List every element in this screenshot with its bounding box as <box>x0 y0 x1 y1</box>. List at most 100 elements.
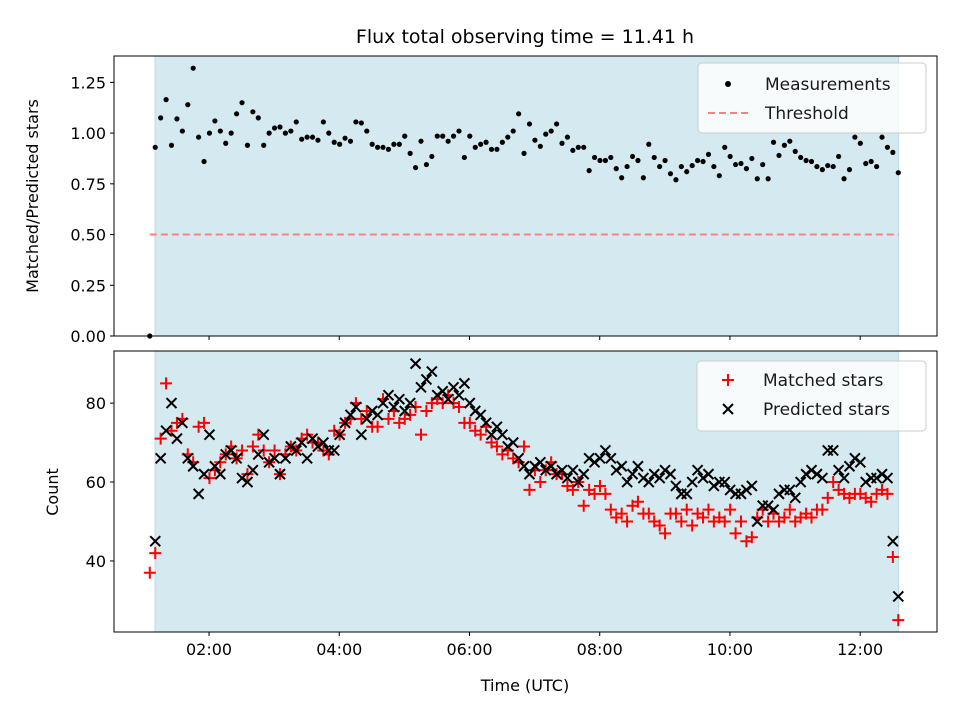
predicted-star-point <box>599 444 612 457</box>
measurement-point <box>483 139 489 145</box>
measurement-point <box>174 116 180 122</box>
top-legend-box <box>697 62 927 134</box>
matched-star-point <box>686 519 699 532</box>
measurement-point <box>884 144 891 150</box>
predicted-star-point <box>295 436 308 449</box>
matched-star-point <box>702 503 715 516</box>
measurement-point <box>586 168 592 174</box>
predicted-star-point <box>556 464 568 476</box>
predicted-star-point <box>274 468 286 480</box>
x-axis-label: Time (UTC) <box>480 676 569 695</box>
predicted-star-point <box>708 480 720 492</box>
predicted-star-point <box>165 397 178 409</box>
matched-star-point <box>718 515 731 528</box>
predicted-star-point <box>149 535 161 547</box>
measurement-point <box>803 157 809 164</box>
measurement-point <box>434 133 440 139</box>
predicted-star-point <box>458 377 471 390</box>
predicted-star-point <box>301 452 313 465</box>
measurement-point <box>629 153 636 160</box>
matched-star-point <box>246 440 259 453</box>
measurement-point <box>299 136 305 142</box>
predicted-star-point <box>794 476 807 488</box>
legend-marker-predicted <box>722 403 734 415</box>
measurement-point <box>570 147 576 153</box>
measurement-point <box>619 175 625 181</box>
measurement-point <box>537 143 543 149</box>
measurement-point <box>830 163 836 170</box>
predicted-star-point <box>588 456 601 469</box>
predicted-star-point <box>187 460 199 472</box>
predicted-star-point <box>686 476 698 488</box>
predicted-star-point <box>659 464 671 476</box>
measurement-point <box>217 128 223 134</box>
predicted-star-point <box>512 452 525 465</box>
predicted-star-point <box>154 452 167 465</box>
measurement-point <box>722 144 728 150</box>
matched-star-point <box>566 483 579 496</box>
top-y-axis-label: Matched/Predicted stars <box>23 99 42 293</box>
y-tick-label: 0.00 <box>70 327 106 346</box>
matched-star-point <box>827 476 840 489</box>
legend-marker-matched <box>722 374 734 386</box>
predicted-star-point <box>176 417 189 429</box>
predicted-star-point <box>892 590 904 603</box>
measurement-point <box>402 133 408 139</box>
measurement-point <box>700 158 706 165</box>
measurement-point <box>738 160 744 167</box>
predicted-star-point <box>691 464 704 476</box>
measurement-point <box>315 137 321 143</box>
measurement-point <box>228 130 234 136</box>
measurement-point <box>727 153 733 160</box>
measurement-point <box>385 146 392 152</box>
matched-star-point <box>414 428 427 441</box>
measurement-point <box>467 133 473 139</box>
matched-star-point <box>745 531 758 544</box>
predicted-star-point <box>751 515 763 528</box>
predicted-star-point <box>464 397 476 409</box>
predicted-star-point <box>594 452 606 465</box>
y-tick-label: 60 <box>86 473 106 492</box>
measurement-point <box>488 146 495 152</box>
legend-label-threshold: Threshold <box>764 104 849 124</box>
predicted-star-point <box>431 389 443 401</box>
predicted-star-point <box>399 405 411 417</box>
measurement-point <box>749 155 755 162</box>
predicted-star-point <box>773 488 785 500</box>
measurement-point <box>553 121 560 127</box>
measurement-point <box>857 140 863 146</box>
predicted-star-point <box>583 452 595 465</box>
measurement-point <box>695 157 701 164</box>
measurement-point <box>863 160 869 167</box>
predicted-star-point <box>653 472 666 484</box>
predicted-star-point <box>507 436 519 449</box>
matched-star-point <box>257 444 270 457</box>
predicted-star-point <box>236 472 248 484</box>
predicted-star-point <box>827 444 839 457</box>
legend-marker-measurements <box>725 81 731 87</box>
measurement-point <box>608 154 614 161</box>
matched-star-point <box>821 491 834 504</box>
matched-star-point <box>241 468 254 481</box>
predicted-star-point <box>491 421 503 433</box>
measurement-point <box>163 97 169 103</box>
measurement-point <box>532 137 538 143</box>
matched-star-point <box>463 416 476 429</box>
legend-label-measurements: Measurements <box>765 75 891 95</box>
predicted-star-point <box>220 448 232 461</box>
matched-star-point <box>534 476 547 489</box>
matched-star-point <box>588 487 601 500</box>
predicted-star-point <box>832 464 845 476</box>
predicted-star-point <box>767 503 780 516</box>
matched-star-point <box>621 515 634 528</box>
matched-star-point <box>631 495 644 508</box>
measurement-point <box>765 176 771 182</box>
matched-star-point <box>599 487 612 500</box>
y-tick-label: 0.50 <box>70 226 106 245</box>
measurement-point <box>288 128 294 134</box>
matched-star-point <box>653 519 666 532</box>
matched-star-point <box>865 495 878 508</box>
matched-star-point <box>371 420 384 433</box>
measurement-point <box>667 171 674 177</box>
matched-star-point <box>518 440 531 453</box>
